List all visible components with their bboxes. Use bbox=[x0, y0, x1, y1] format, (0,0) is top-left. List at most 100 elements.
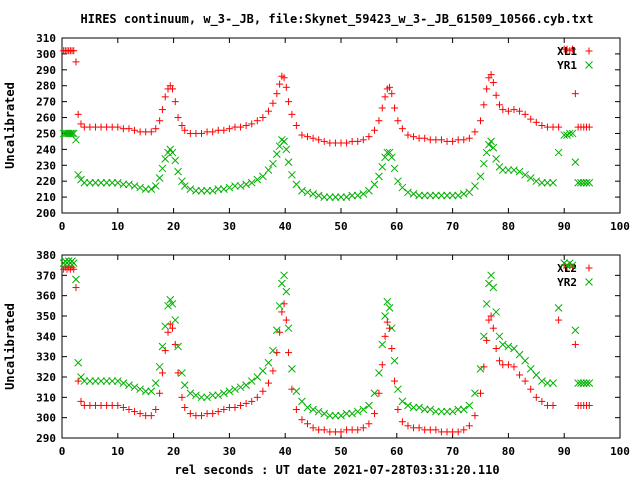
data-point bbox=[383, 297, 392, 306]
data-point bbox=[465, 422, 473, 430]
data-point bbox=[125, 406, 133, 414]
data-point bbox=[74, 110, 82, 118]
data-point bbox=[480, 101, 488, 109]
data-point bbox=[489, 79, 497, 87]
data-point bbox=[516, 107, 524, 115]
series-yr1 bbox=[59, 129, 594, 201]
data-point bbox=[242, 381, 250, 389]
data-point bbox=[74, 358, 83, 367]
data-point bbox=[465, 188, 474, 197]
data-point bbox=[432, 426, 440, 434]
y-tick-label: 330 bbox=[36, 351, 56, 364]
data-point bbox=[288, 365, 296, 373]
data-point bbox=[70, 47, 78, 55]
x-tick-label: 100 bbox=[610, 445, 630, 458]
data-point bbox=[292, 180, 301, 189]
data-point bbox=[151, 379, 160, 387]
data-point bbox=[108, 377, 117, 385]
data-point bbox=[253, 175, 262, 184]
data-point bbox=[521, 110, 529, 118]
data-point bbox=[378, 163, 387, 171]
data-point bbox=[102, 377, 111, 385]
data-point bbox=[398, 125, 406, 133]
data-point bbox=[495, 332, 504, 341]
data-point bbox=[420, 405, 429, 414]
data-point bbox=[108, 178, 117, 187]
data-point bbox=[292, 122, 300, 129]
data-point bbox=[504, 361, 512, 369]
data-point bbox=[247, 377, 256, 385]
data-point bbox=[516, 371, 524, 379]
data-point bbox=[385, 148, 394, 157]
data-point bbox=[448, 191, 457, 200]
x-tick-label: 70 bbox=[446, 220, 459, 233]
data-point bbox=[219, 389, 228, 398]
data-point bbox=[164, 328, 172, 336]
data-point bbox=[168, 324, 176, 332]
data-point bbox=[125, 125, 133, 133]
data-point bbox=[569, 45, 577, 53]
data-point bbox=[225, 387, 234, 396]
data-point bbox=[398, 397, 407, 406]
data-point bbox=[359, 405, 368, 414]
data-point bbox=[303, 403, 312, 412]
data-point bbox=[538, 377, 546, 385]
data-point bbox=[410, 133, 418, 141]
data-point bbox=[538, 178, 546, 187]
data-point bbox=[554, 148, 563, 157]
data-point bbox=[198, 129, 205, 137]
data-point bbox=[97, 178, 105, 187]
y-axis-label: Uncalibrated bbox=[3, 82, 17, 169]
y-tick-label: 290 bbox=[36, 64, 56, 77]
x-tick-label: 70 bbox=[446, 445, 459, 458]
data-point bbox=[86, 377, 94, 385]
data-point bbox=[69, 129, 78, 138]
x-tick-label: 10 bbox=[111, 220, 124, 233]
data-point bbox=[404, 401, 412, 410]
data-point bbox=[320, 409, 329, 418]
data-point bbox=[480, 363, 488, 371]
data-point bbox=[171, 316, 180, 324]
data-point bbox=[437, 191, 446, 200]
data-point bbox=[443, 407, 451, 416]
data-point bbox=[70, 265, 78, 273]
data-point bbox=[432, 191, 440, 200]
data-point bbox=[130, 383, 139, 392]
data-point bbox=[284, 158, 293, 166]
data-point bbox=[192, 391, 200, 400]
data-point bbox=[203, 186, 211, 195]
data-point bbox=[136, 183, 144, 192]
x-axis-label: rel seconds : UT date 2021-07-28T03:31:2… bbox=[174, 463, 499, 477]
data-point bbox=[527, 115, 535, 123]
data-point bbox=[465, 401, 474, 410]
data-point bbox=[236, 383, 245, 392]
data-point bbox=[259, 114, 267, 122]
data-point bbox=[359, 136, 367, 144]
data-point bbox=[304, 420, 312, 428]
y-tick-label: 230 bbox=[36, 159, 56, 172]
data-point bbox=[479, 332, 488, 341]
data-point bbox=[203, 393, 211, 402]
data-point bbox=[526, 174, 535, 182]
data-point bbox=[231, 404, 239, 411]
data-point bbox=[86, 178, 94, 187]
data-point bbox=[113, 377, 122, 385]
data-point bbox=[353, 191, 362, 200]
data-point bbox=[77, 120, 85, 128]
data-point bbox=[237, 401, 245, 409]
data-point bbox=[147, 387, 156, 396]
data-point bbox=[585, 123, 593, 131]
data-point bbox=[443, 191, 451, 200]
data-point bbox=[284, 324, 293, 333]
data-point bbox=[259, 172, 267, 181]
data-point bbox=[269, 367, 277, 375]
data-point bbox=[152, 125, 160, 133]
data-point bbox=[585, 379, 594, 387]
data-point bbox=[460, 136, 468, 144]
data-point bbox=[337, 193, 345, 201]
data-point bbox=[155, 174, 164, 182]
data-point bbox=[197, 186, 206, 195]
data-point bbox=[543, 379, 552, 387]
